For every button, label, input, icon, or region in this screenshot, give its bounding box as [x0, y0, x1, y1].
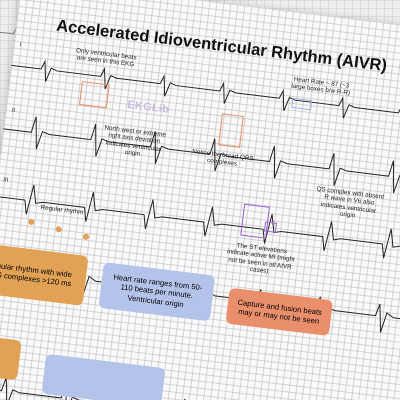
rhythm-marker-dot-3: [82, 233, 90, 241]
highlight-box-broad-qrs: [218, 113, 244, 148]
ekg-trace-row-2: [3, 116, 400, 194]
highlight-box-st-elevation-small: [263, 221, 278, 233]
ekg-trace-row-1: [11, 59, 400, 126]
rhythm-marker-dot-2: [55, 225, 62, 233]
lead-label-2: II: [11, 107, 16, 115]
card-partial-bottom-middle: [41, 353, 166, 400]
card-regular-wide-qrs: Regular rhythm with wide QRS complexes >…: [0, 242, 89, 306]
lead-label-1: I: [19, 42, 22, 49]
back-partial-text: bea: [0, 0, 1, 11]
ekg-trace-row-5: [0, 376, 400, 400]
ekg-trace-row-3: [0, 184, 400, 259]
highlight-box-ventricular-beat: [78, 81, 110, 109]
lead-label-3: III: [2, 177, 9, 184]
